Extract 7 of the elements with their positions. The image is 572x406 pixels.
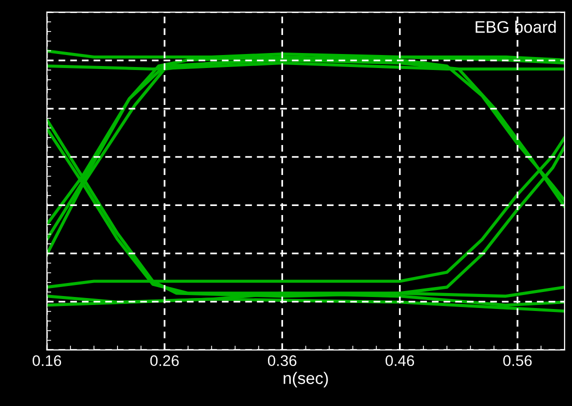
text: EBG board	[476, 20, 556, 33]
x-tick-label: 0.56	[503, 355, 532, 366]
x-tick-label: 0.16	[32, 355, 62, 366]
x-tick-label: 0.36	[268, 355, 296, 366]
x-tick-label: 0.26	[150, 355, 179, 366]
x-axis-title: n(sec)	[284, 372, 328, 388]
x-tick-label: 0.46	[386, 355, 414, 366]
